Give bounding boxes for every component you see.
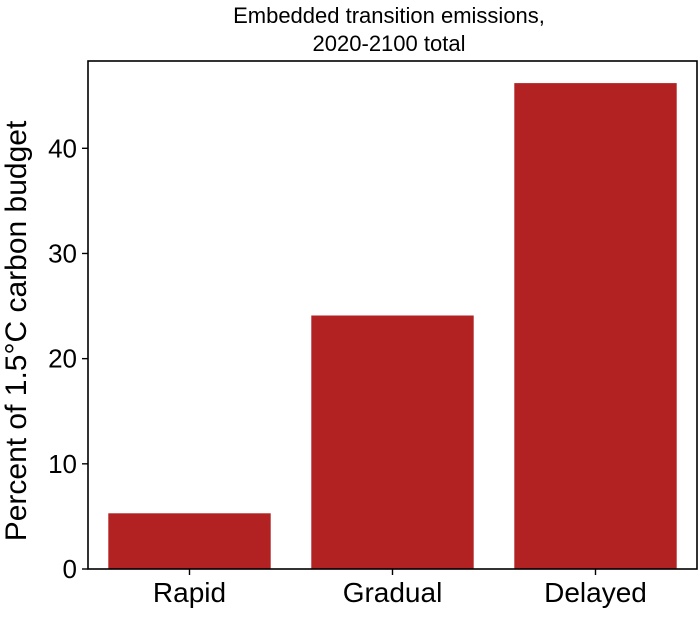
bar-rapid	[108, 513, 271, 569]
bars	[108, 83, 677, 569]
chart-title-line-2: 2020-2100 total	[313, 31, 466, 56]
y-axis-ticks: 0 10 20 30 40	[48, 133, 88, 584]
y-tick-label-40: 40	[48, 133, 77, 163]
y-tick-label-10: 10	[48, 449, 77, 479]
plot-frame	[87, 60, 698, 570]
x-axis-ticks: Rapid Gradual Delayed	[153, 569, 647, 608]
y-tick-label-20: 20	[48, 344, 77, 374]
bar-gradual	[311, 315, 474, 569]
y-axis-label: Percent of 1.5°C carbon budget	[0, 120, 33, 541]
chart-title-line-1: Embedded transition emissions,	[233, 3, 545, 28]
bar-delayed	[514, 83, 677, 569]
y-tick-label-30: 30	[48, 238, 77, 268]
x-tick-label-delayed: Delayed	[544, 577, 647, 608]
y-tick-label-0: 0	[63, 554, 77, 584]
x-tick-label-rapid: Rapid	[153, 577, 226, 608]
x-tick-label-gradual: Gradual	[343, 577, 443, 608]
